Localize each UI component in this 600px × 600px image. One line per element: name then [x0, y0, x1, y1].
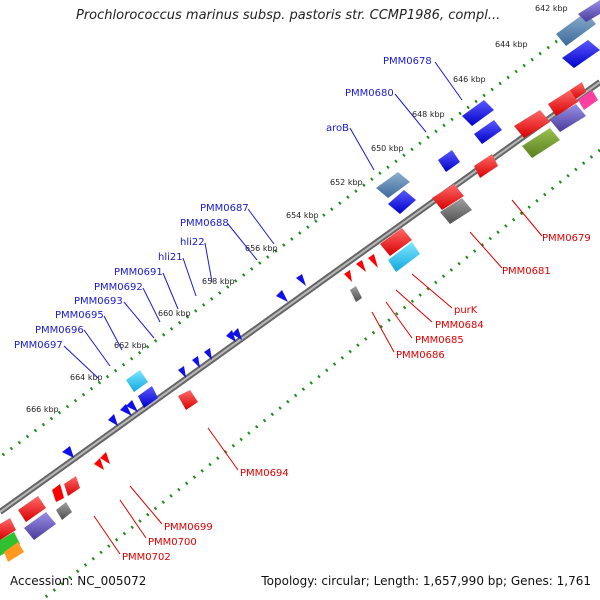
gene-pmm0680	[474, 120, 502, 144]
gene-label-pmm0695[interactable]: PMM0695	[55, 310, 104, 321]
gene-purk-b	[388, 242, 420, 272]
tick-label-646: 646 kbp	[453, 75, 486, 84]
gene-label-pmm0691[interactable]: PMM0691	[114, 267, 163, 278]
gene-pmm0685	[356, 260, 366, 272]
gene-red-2	[548, 90, 578, 116]
gene-pmm0697-b	[126, 400, 138, 412]
gene-pmm0684	[368, 254, 378, 268]
gene-orange-1	[4, 542, 24, 562]
gene-pmm0694	[178, 390, 198, 410]
gene-pmm0679	[474, 154, 498, 178]
gene-label-pmm0688[interactable]: PMM0688	[180, 218, 229, 229]
gene-label-pmm0699[interactable]: PMM0699	[164, 522, 213, 533]
reverse-label-leaders	[93, 199, 543, 555]
tick-label-654: 654 kbp	[286, 211, 319, 220]
gene-label-pmm0685[interactable]: PMM0685	[415, 335, 464, 346]
gene-pmm0681-a	[432, 184, 464, 210]
forward-features	[62, 0, 600, 458]
gene-blue-2	[388, 190, 416, 214]
tick-label-656: 656 kbp	[245, 244, 278, 253]
tick-label-642: 642 kbp	[535, 4, 568, 13]
gene-label-hli22[interactable]: hli22	[180, 237, 205, 248]
gene-label-pmm0681[interactable]: PMM0681	[502, 266, 551, 277]
gene-pmm0687	[296, 274, 306, 286]
tick-label-648: 648 kbp	[412, 110, 445, 119]
gene-label-pmm0693[interactable]: PMM0693	[74, 296, 123, 307]
tick-label-666: 666 kbp	[26, 405, 59, 414]
gene-label-pmm0702[interactable]: PMM0702	[122, 552, 171, 563]
reverse-features	[0, 82, 598, 562]
gene-label-pmm0700[interactable]: PMM0700	[148, 537, 197, 548]
gene-pmm0695	[126, 370, 148, 392]
gene-red-5	[0, 518, 16, 540]
gene-pmm0686-b	[350, 286, 362, 302]
accession-text: Accession: NC_005072	[10, 574, 147, 588]
gene-pmm0678	[462, 100, 494, 126]
gene-label-pmm0696[interactable]: PMM0696	[35, 325, 84, 336]
gene-hli22	[226, 330, 236, 342]
forward-label-leaders	[63, 61, 463, 379]
gene-label-pmm0687[interactable]: PMM0687	[200, 203, 249, 214]
gene-blue-3	[62, 446, 74, 458]
gene-pmm0686-a	[344, 270, 352, 282]
gene-label-pmm0694[interactable]: PMM0694	[240, 468, 289, 479]
gene-label-arob[interactable]: aroB	[326, 123, 349, 134]
gene-pmm0691	[204, 348, 212, 360]
gene-pmm0697-a	[120, 404, 132, 416]
gene-red-1	[570, 82, 586, 100]
outer-tick-ring	[0, 33, 566, 459]
tick-label-664: 664 kbp	[70, 373, 103, 382]
tick-label-662: 662 kbp	[114, 341, 147, 350]
topology-text: Topology: circular; Length: 1,657,990 bp…	[261, 574, 591, 588]
gene-pmm0702-a	[56, 502, 72, 520]
gene-blue-1	[562, 40, 600, 68]
gene-pmm0700-b	[52, 484, 64, 502]
gene-pmm0692	[192, 356, 200, 368]
map-title: Prochlorococcus marinus subsp. pastoris …	[76, 8, 501, 23]
gene-purple-1	[578, 0, 600, 22]
tick-label-658: 658 kbp	[202, 277, 235, 286]
gene-steel-2	[376, 172, 410, 198]
tick-label-644: 644 kbp	[495, 40, 528, 49]
gene-label-pmm0679[interactable]: PMM0679	[542, 233, 591, 244]
gene-label-pmm0692[interactable]: PMM0692	[94, 282, 143, 293]
gene-purk-a	[380, 228, 412, 256]
gene-hli21	[232, 328, 242, 340]
gene-green-1	[0, 532, 20, 556]
gene-pmm0688	[276, 290, 288, 302]
gene-arob	[438, 150, 460, 172]
gene-label-pmm0697[interactable]: PMM0697	[14, 340, 63, 351]
gene-pmm0700-a	[64, 476, 80, 496]
tick-label-650: 650 kbp	[371, 144, 404, 153]
gene-purple-3	[24, 512, 56, 540]
gene-olive-1	[522, 128, 560, 158]
genome-backbone-highlight	[0, 81, 600, 513]
gene-label-purk[interactable]: purK	[454, 305, 478, 316]
gene-pink-1	[578, 90, 598, 110]
gene-purple-2	[550, 104, 586, 132]
gene-pmm0681-b	[440, 198, 472, 224]
gene-label-pmm0686[interactable]: PMM0686	[396, 350, 445, 361]
inner-tick-ring	[41, 148, 600, 600]
gene-pmm0697-c	[108, 414, 118, 426]
gene-pmm0699-a	[94, 458, 104, 470]
gene-pmm0696	[138, 386, 158, 408]
gene-label-pmm0684[interactable]: PMM0684	[435, 320, 484, 331]
gene-red-4	[18, 496, 46, 522]
gene-label-pmm0680[interactable]: PMM0680	[345, 88, 394, 99]
gene-pmm0693	[178, 366, 186, 378]
gene-pmm0699-b	[100, 452, 110, 464]
gene-red-3	[514, 110, 550, 138]
gene-label-hli21[interactable]: hli21	[158, 252, 183, 263]
gene-label-pmm0678[interactable]: PMM0678	[383, 56, 432, 67]
tick-label-652: 652 kbp	[330, 178, 363, 187]
tick-label-660: 660 kbp	[158, 309, 191, 318]
